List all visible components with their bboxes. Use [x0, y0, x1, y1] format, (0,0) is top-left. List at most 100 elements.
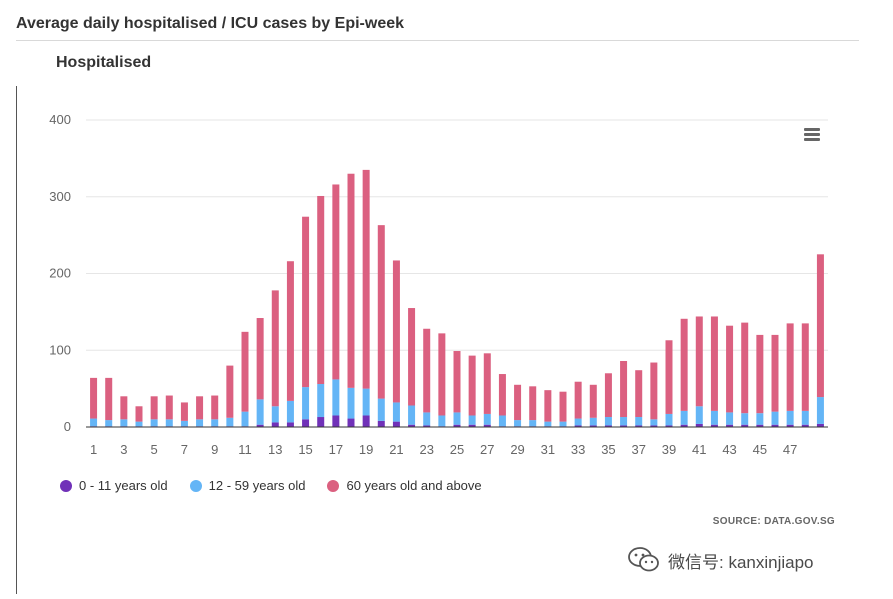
bar-segment-week-36-series-1[interactable]	[620, 417, 628, 426]
bar-segment-week-48-series-1[interactable]	[801, 410, 809, 425]
bar-segment-week-10-series-2[interactable]	[226, 365, 234, 418]
bar-segment-week-7-series-1[interactable]	[180, 420, 188, 427]
bar-segment-week-20-series-0[interactable]	[377, 420, 385, 427]
bar-segment-week-19-series-1[interactable]	[362, 388, 370, 416]
bar-segment-week-11-series-1[interactable]	[241, 411, 249, 427]
bar-segment-week-25-series-2[interactable]	[453, 351, 461, 413]
bar-segment-week-29-series-1[interactable]	[514, 420, 522, 427]
bar-segment-week-28-series-2[interactable]	[498, 374, 506, 416]
bar-segment-week-20-series-2[interactable]	[377, 225, 385, 399]
bar-segment-week-33-series-0[interactable]	[574, 425, 582, 427]
bar-segment-week-31-series-1[interactable]	[544, 421, 552, 427]
bar-segment-week-45-series-2[interactable]	[756, 334, 764, 414]
bar-segment-week-49-series-0[interactable]	[816, 423, 824, 427]
bar-segment-week-43-series-1[interactable]	[726, 412, 734, 425]
bar-segment-week-1-series-2[interactable]	[90, 377, 98, 419]
bar-segment-week-14-series-2[interactable]	[286, 261, 294, 401]
bar-segment-week-23-series-2[interactable]	[423, 328, 431, 413]
bar-segment-week-28-series-1[interactable]	[498, 415, 506, 427]
bar-segment-week-48-series-0[interactable]	[801, 424, 809, 427]
bar-segment-week-33-series-2[interactable]	[574, 381, 582, 419]
bar-segment-week-2-series-1[interactable]	[105, 420, 113, 427]
bar-segment-week-27-series-0[interactable]	[483, 424, 491, 427]
bar-segment-week-36-series-0[interactable]	[620, 425, 628, 427]
bar-segment-week-41-series-2[interactable]	[695, 316, 703, 407]
bar-segment-week-1-series-1[interactable]	[90, 418, 98, 427]
bar-segment-week-44-series-2[interactable]	[741, 322, 749, 414]
bar-segment-week-8-series-1[interactable]	[196, 419, 204, 427]
bar-segment-week-46-series-0[interactable]	[771, 424, 779, 427]
bar-segment-week-12-series-0[interactable]	[256, 424, 264, 427]
bar-segment-week-8-series-2[interactable]	[196, 396, 204, 420]
bar-segment-week-6-series-1[interactable]	[165, 419, 173, 427]
bar-segment-week-44-series-0[interactable]	[741, 424, 749, 427]
bar-segment-week-30-series-2[interactable]	[529, 386, 537, 421]
bar-segment-week-18-series-1[interactable]	[347, 387, 355, 419]
bar-segment-week-32-series-2[interactable]	[559, 391, 567, 422]
bar-segment-week-15-series-1[interactable]	[302, 387, 310, 420]
bar-segment-week-38-series-2[interactable]	[650, 362, 658, 420]
bar-segment-week-46-series-2[interactable]	[771, 334, 779, 412]
bar-segment-week-17-series-2[interactable]	[332, 184, 340, 380]
bar-segment-week-11-series-2[interactable]	[241, 331, 249, 412]
bar-segment-week-24-series-1[interactable]	[438, 415, 446, 427]
bar-segment-week-35-series-2[interactable]	[604, 373, 612, 418]
bar-segment-week-12-series-2[interactable]	[256, 318, 264, 400]
bar-segment-week-34-series-1[interactable]	[589, 417, 597, 426]
bar-segment-week-25-series-1[interactable]	[453, 412, 461, 425]
bar-segment-week-18-series-0[interactable]	[347, 418, 355, 427]
bar-segment-week-39-series-2[interactable]	[665, 340, 673, 414]
bar-segment-week-23-series-0[interactable]	[423, 425, 431, 427]
bar-segment-week-26-series-2[interactable]	[468, 355, 476, 416]
bar-segment-week-40-series-2[interactable]	[680, 318, 688, 411]
chart-menu-icon[interactable]	[804, 128, 820, 141]
bar-segment-week-6-series-2[interactable]	[165, 395, 173, 420]
bar-segment-week-22-series-2[interactable]	[408, 308, 416, 406]
bar-segment-week-33-series-1[interactable]	[574, 418, 582, 426]
bar-segment-week-29-series-2[interactable]	[514, 384, 522, 421]
bar-segment-week-39-series-0[interactable]	[665, 425, 673, 427]
bar-segment-week-32-series-1[interactable]	[559, 421, 567, 427]
bar-segment-week-22-series-1[interactable]	[408, 405, 416, 425]
bar-segment-week-40-series-1[interactable]	[680, 410, 688, 425]
bar-segment-week-42-series-2[interactable]	[710, 316, 718, 411]
legend-item-0-11[interactable]: 0 - 11 years old	[60, 478, 168, 493]
bar-segment-week-34-series-2[interactable]	[589, 384, 597, 418]
bar-segment-week-15-series-2[interactable]	[302, 216, 310, 388]
bar-segment-week-4-series-2[interactable]	[135, 406, 143, 422]
bar-segment-week-36-series-2[interactable]	[620, 360, 628, 418]
bar-segment-week-30-series-1[interactable]	[529, 420, 537, 427]
bar-segment-week-40-series-0[interactable]	[680, 424, 688, 427]
bar-segment-week-13-series-1[interactable]	[271, 406, 279, 423]
bar-segment-week-16-series-2[interactable]	[317, 195, 325, 385]
bar-segment-week-14-series-1[interactable]	[286, 400, 294, 423]
legend-item-60-plus[interactable]: 60 years old and above	[327, 478, 482, 493]
bar-segment-week-47-series-2[interactable]	[786, 323, 794, 411]
bar-segment-week-15-series-0[interactable]	[302, 419, 310, 427]
bar-segment-week-2-series-2[interactable]	[105, 377, 113, 421]
bar-segment-week-44-series-1[interactable]	[741, 413, 749, 425]
bar-segment-week-49-series-2[interactable]	[816, 254, 824, 398]
bar-segment-week-17-series-1[interactable]	[332, 379, 340, 416]
bar-segment-week-43-series-2[interactable]	[726, 325, 734, 413]
bar-segment-week-27-series-2[interactable]	[483, 353, 491, 414]
bar-segment-week-5-series-1[interactable]	[150, 419, 158, 427]
bar-segment-week-20-series-1[interactable]	[377, 398, 385, 421]
bar-segment-week-18-series-2[interactable]	[347, 173, 355, 388]
bar-segment-week-13-series-0[interactable]	[271, 422, 279, 427]
bar-segment-week-38-series-0[interactable]	[650, 425, 658, 427]
bar-segment-week-5-series-2[interactable]	[150, 396, 158, 420]
bar-segment-week-13-series-2[interactable]	[271, 290, 279, 407]
bar-segment-week-41-series-0[interactable]	[695, 423, 703, 427]
bar-segment-week-42-series-1[interactable]	[710, 410, 718, 425]
bar-segment-week-37-series-0[interactable]	[635, 425, 643, 427]
legend-item-12-59[interactable]: 12 - 59 years old	[189, 478, 305, 493]
bar-segment-week-12-series-1[interactable]	[256, 399, 264, 425]
bar-segment-week-19-series-2[interactable]	[362, 169, 370, 389]
bar-segment-week-43-series-0[interactable]	[726, 424, 734, 427]
bar-segment-week-16-series-0[interactable]	[317, 417, 325, 427]
bar-segment-week-48-series-2[interactable]	[801, 323, 809, 411]
bar-segment-week-35-series-1[interactable]	[604, 417, 612, 426]
bar-segment-week-9-series-2[interactable]	[211, 395, 219, 420]
bar-segment-week-21-series-2[interactable]	[392, 260, 400, 403]
